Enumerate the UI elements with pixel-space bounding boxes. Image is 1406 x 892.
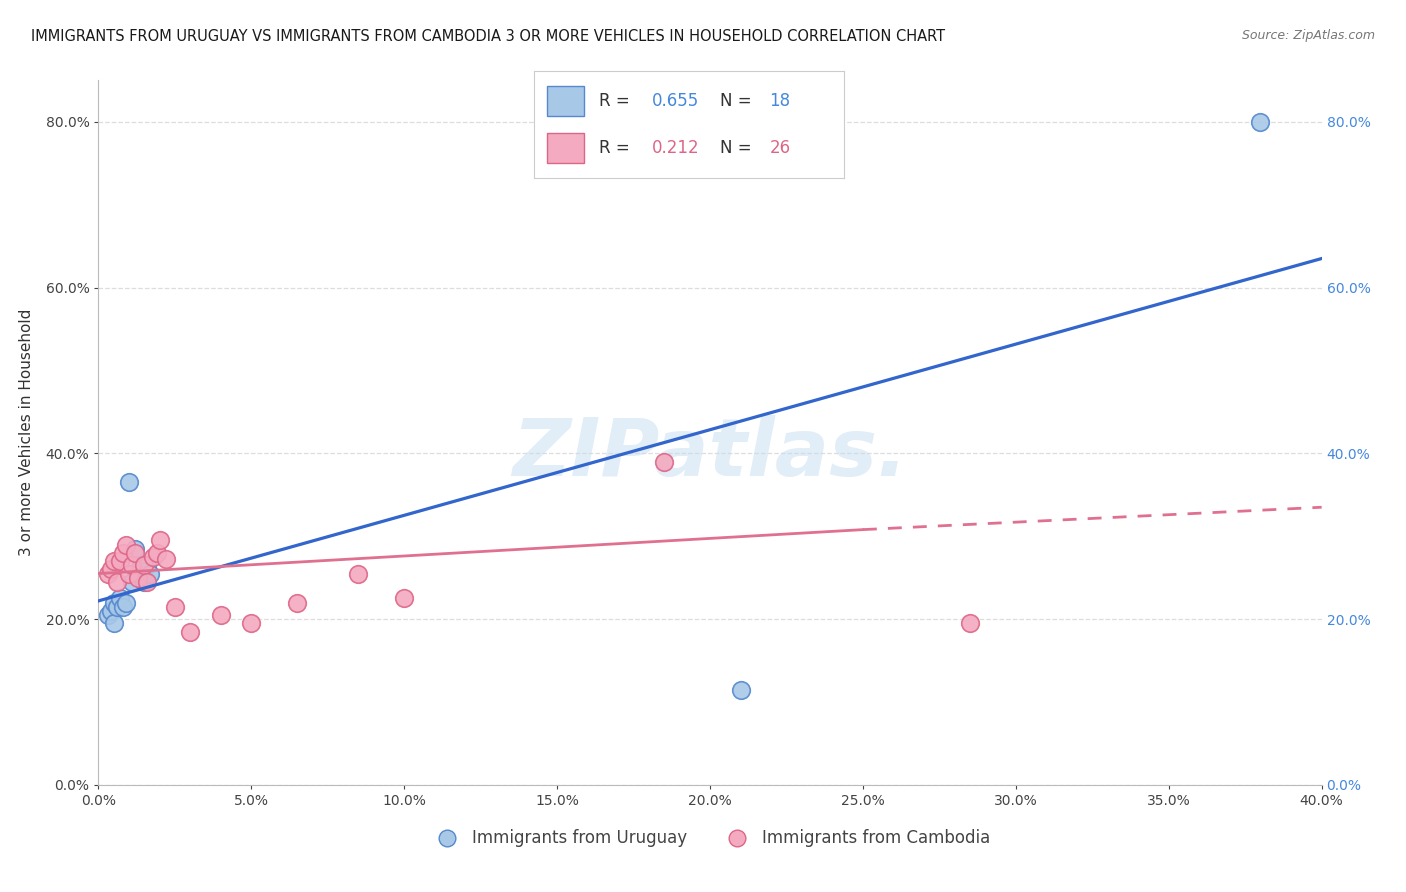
Y-axis label: 3 or more Vehicles in Household: 3 or more Vehicles in Household	[20, 309, 34, 557]
FancyBboxPatch shape	[547, 134, 583, 163]
Point	[149, 533, 172, 548]
Point	[1249, 114, 1271, 128]
Point	[145, 546, 167, 560]
Point	[97, 566, 120, 581]
Point	[108, 591, 131, 606]
Point	[115, 537, 138, 551]
Point	[134, 574, 156, 589]
Point	[118, 475, 141, 490]
Text: R =: R =	[599, 139, 636, 157]
Text: 26: 26	[769, 139, 790, 157]
Point	[103, 596, 125, 610]
Point	[136, 574, 159, 589]
Text: 0.212: 0.212	[652, 139, 699, 157]
Point	[103, 554, 125, 568]
Point	[121, 558, 143, 573]
Point	[142, 549, 165, 564]
Text: N =: N =	[720, 139, 756, 157]
Point	[209, 607, 232, 622]
Point	[392, 591, 416, 606]
Point	[240, 616, 263, 631]
Point	[134, 558, 156, 573]
Point	[97, 607, 120, 622]
Point	[105, 599, 128, 614]
Point	[100, 562, 122, 576]
Point	[163, 599, 186, 614]
Text: R =: R =	[599, 93, 636, 111]
Point	[108, 554, 131, 568]
FancyBboxPatch shape	[547, 87, 583, 116]
Point	[179, 624, 201, 639]
Point	[127, 566, 149, 581]
Point	[124, 546, 146, 560]
Point	[111, 546, 134, 560]
Text: 0.655: 0.655	[652, 93, 699, 111]
Point	[115, 596, 138, 610]
Legend: Immigrants from Uruguay, Immigrants from Cambodia: Immigrants from Uruguay, Immigrants from…	[423, 822, 997, 855]
Point	[127, 571, 149, 585]
Point	[136, 558, 159, 573]
Text: N =: N =	[720, 93, 756, 111]
Point	[155, 552, 177, 566]
Point	[959, 616, 981, 631]
Text: Source: ZipAtlas.com: Source: ZipAtlas.com	[1241, 29, 1375, 42]
Point	[118, 566, 141, 581]
Point	[139, 566, 162, 581]
Point	[103, 616, 125, 631]
Point	[124, 541, 146, 556]
Point	[730, 682, 752, 697]
Point	[285, 596, 308, 610]
Point	[100, 604, 122, 618]
Text: 18: 18	[769, 93, 790, 111]
Text: ZIPatlas.: ZIPatlas.	[512, 415, 908, 492]
Point	[652, 455, 675, 469]
Point	[347, 566, 370, 581]
Point	[105, 574, 128, 589]
Point	[129, 558, 152, 573]
Point	[121, 574, 143, 589]
Point	[111, 599, 134, 614]
Text: IMMIGRANTS FROM URUGUAY VS IMMIGRANTS FROM CAMBODIA 3 OR MORE VEHICLES IN HOUSEH: IMMIGRANTS FROM URUGUAY VS IMMIGRANTS FR…	[31, 29, 945, 44]
